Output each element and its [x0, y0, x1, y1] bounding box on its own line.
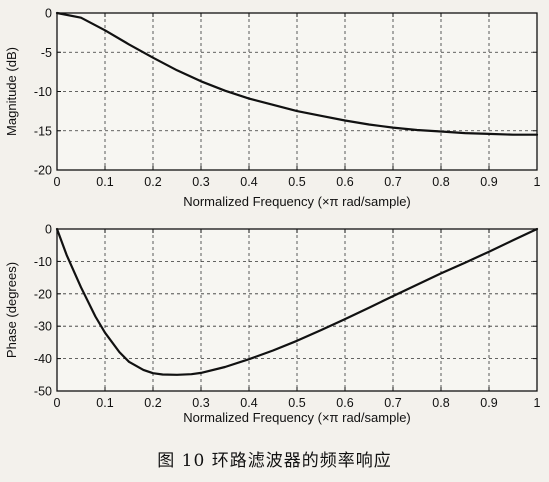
- x-tick-label: 0.5: [288, 396, 305, 410]
- x-tick-label: 0.8: [432, 396, 449, 410]
- x-tick-label: 1: [534, 396, 541, 410]
- x-tick-label: 0.5: [288, 175, 305, 189]
- x-tick-label: 0.6: [336, 396, 353, 410]
- x-tick-label: 0.3: [192, 175, 209, 189]
- y-tick-label: 0: [45, 223, 52, 237]
- x-tick-label: 0.3: [192, 396, 209, 410]
- y-tick-label: -20: [34, 287, 52, 301]
- y-axis-label: Phase (degrees): [4, 262, 19, 358]
- x-tick-label: 0.2: [144, 396, 161, 410]
- x-tick-label: 0.7: [384, 396, 401, 410]
- y-tick-label: -20: [34, 164, 52, 178]
- phase-plot: 0 0.1 0.2 0.3 0.4 0.5 0.6 0.7 0.8 0.9 1 0 -10 -20 -30 -…: [4, 223, 541, 426]
- x-tick-label: 0.1: [96, 396, 113, 410]
- magnitude-plot: 0 0.1 0.2 0.3 0.4 0.5 0.6 0.7 0.8 0.9 1 0 -5 -10 -15 -2…: [4, 7, 541, 210]
- x-tick-label: 0.2: [144, 175, 161, 189]
- x-axis-label: Normalized Frequency (×π rad/sample): [183, 194, 411, 209]
- y-tick-label: -50: [34, 385, 52, 399]
- x-tick-label: 0.1: [96, 175, 113, 189]
- x-tick-label: 1: [534, 175, 541, 189]
- y-tick-label: -40: [34, 352, 52, 366]
- x-tick-label: 0.4: [240, 396, 257, 410]
- y-tick-label: -30: [34, 320, 52, 334]
- y-tick-label: -10: [34, 85, 52, 99]
- x-tick-label: 0.9: [480, 396, 497, 410]
- x-axis-label: Normalized Frequency (×π rad/sample): [183, 410, 411, 425]
- y-axis-label: Magnitude (dB): [4, 47, 19, 136]
- x-tick-label: 0.7: [384, 175, 401, 189]
- series-line: [55, 227, 539, 376]
- x-tick-label: 0.9: [480, 175, 497, 189]
- y-tick-label: -10: [34, 255, 52, 269]
- y-tick-label: -5: [41, 46, 52, 60]
- series-line: [55, 11, 539, 136]
- figure-caption: 图 10 环路滤波器的频率响应: [157, 451, 392, 471]
- y-tick-label: 0: [45, 7, 52, 21]
- x-tick-label: 0.4: [240, 175, 257, 189]
- x-tick-label: 0: [54, 396, 61, 410]
- x-tick-label: 0: [54, 175, 61, 189]
- y-tick-label: -15: [34, 124, 52, 138]
- x-tick-label: 0.6: [336, 175, 353, 189]
- x-tick-label: 0.8: [432, 175, 449, 189]
